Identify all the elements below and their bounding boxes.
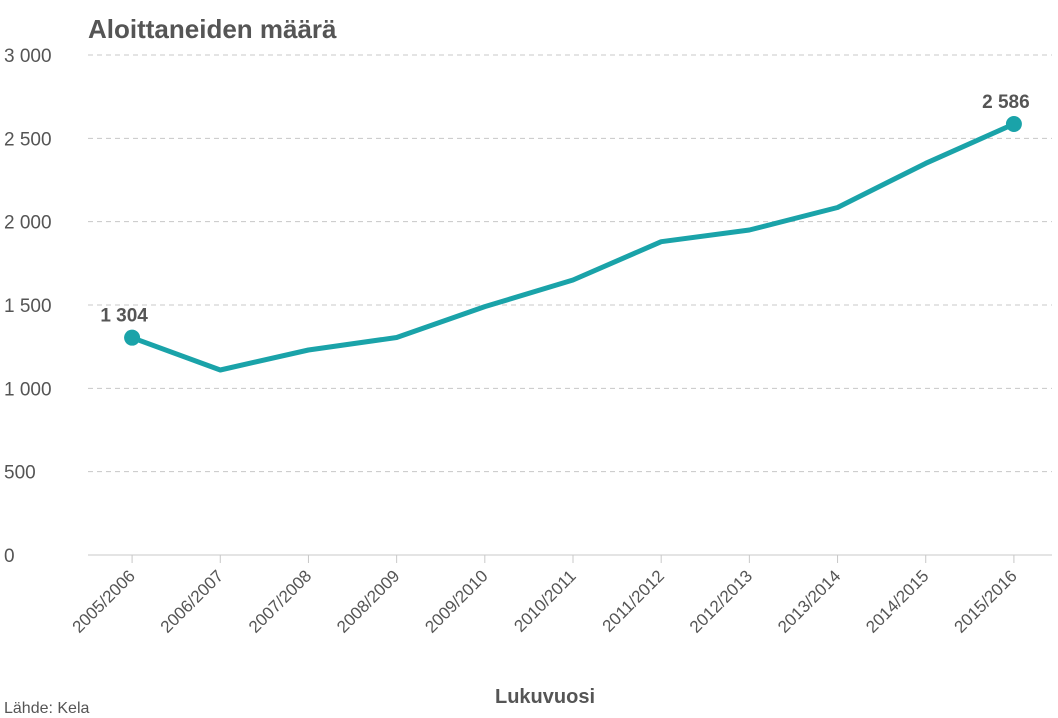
x-tick-label: 2008/2009 <box>333 566 403 636</box>
y-tick-label: 2 500 <box>4 129 52 150</box>
y-tick-label: 0 <box>4 546 15 567</box>
x-tick-label: 2010/2011 <box>510 566 579 635</box>
x-tick-label: 2009/2010 <box>421 566 491 636</box>
x-tick-label: 2006/2007 <box>157 566 227 636</box>
marker <box>1005 116 1022 132</box>
y-tick-label: 1 000 <box>4 379 52 400</box>
marker <box>124 329 141 346</box>
source: Lähde: Kela <box>4 700 90 717</box>
x-tick-label: 2014/2015 <box>862 566 932 636</box>
x-tick-label: 2005/2006 <box>69 566 139 636</box>
y-tick-label: 3 000 <box>4 46 52 67</box>
y-tick-label: 500 <box>4 463 36 484</box>
line <box>131 121 1015 373</box>
data-label: 2 586 <box>982 92 1030 113</box>
x-tick-label: 2015/2016 <box>950 566 1020 636</box>
y-tick-label: 2 000 <box>4 213 52 234</box>
chart-title: Aloittaneiden määrä <box>88 14 337 44</box>
x-tick-label: 2013/2014 <box>774 566 844 636</box>
x-tick-label: 2007/2008 <box>245 566 315 636</box>
data-label: 1 304 <box>100 306 148 327</box>
x-axis-label: Lukuvuosi <box>495 686 595 708</box>
y-tick-label: 1 500 <box>4 296 52 317</box>
x-tick-label: 2012/2013 <box>686 566 756 636</box>
x-tick-label: 2011/2012 <box>599 566 668 635</box>
